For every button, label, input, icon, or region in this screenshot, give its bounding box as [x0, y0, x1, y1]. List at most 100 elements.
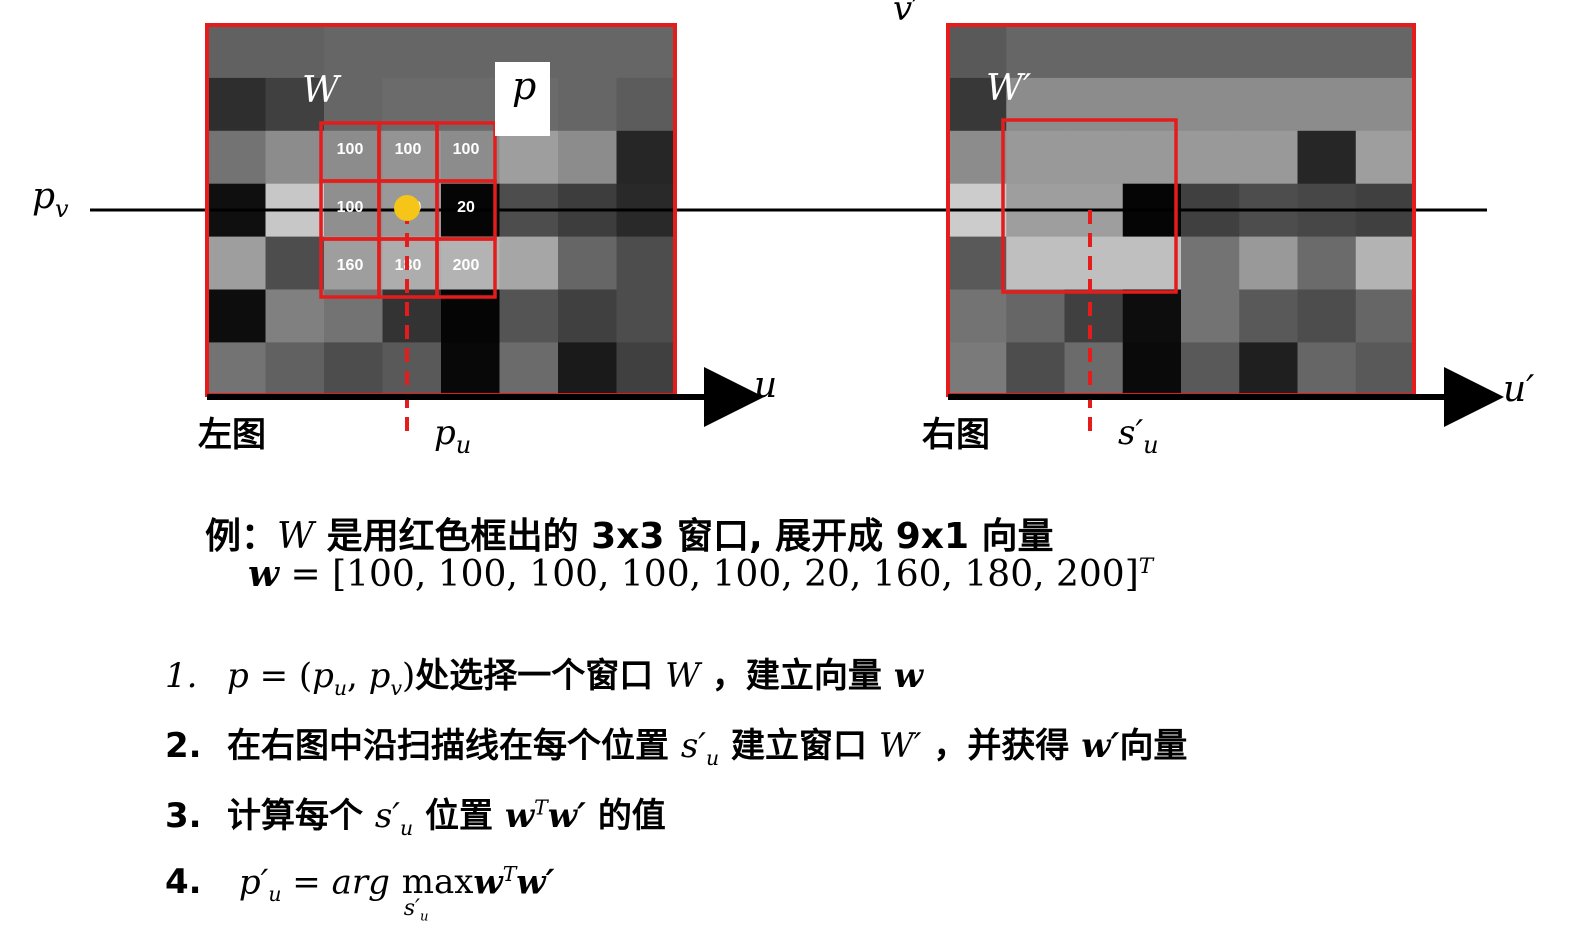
step-4-max-operator: max s′u [401, 862, 474, 924]
example-prefix: 例： [205, 516, 278, 557]
window-cell-value: 100 [337, 199, 364, 216]
pixel-cell [441, 25, 500, 79]
pixel-cell [265, 130, 325, 185]
step-2-s: s′ [680, 726, 707, 766]
vector-transpose: T [1138, 554, 1154, 579]
pixel-cell [1064, 342, 1124, 396]
pixel-cell [948, 25, 1007, 79]
window-cell-value: 100 [453, 141, 480, 158]
right-image-pixels [948, 25, 1415, 396]
pixel-cell [1006, 342, 1065, 396]
pixel-cell [1181, 236, 1240, 290]
pixel-cell [948, 236, 1007, 290]
step-3-w-prime: w′ [547, 796, 586, 836]
example-vector: w = [100, 100, 100, 100, 100, 20, 160, 1… [248, 553, 1153, 595]
step-3-s-sub: u [400, 815, 414, 840]
window-cell [435, 237, 497, 299]
pixel-cell [499, 289, 559, 343]
pixel-cell [1239, 289, 1298, 343]
step-4: 4. p′u = arg max s′u wTw′ [165, 862, 555, 925]
step-2-text3: ，并获得 [933, 726, 1070, 766]
step-1: 1. p = (pu, pv)处选择一个窗口 W ，建立向量 w [165, 648, 923, 700]
pu-label: pu [434, 413, 471, 459]
point-p-marker [394, 195, 420, 221]
pixel-cell [1122, 236, 1182, 290]
window-cell-value: 100 [337, 141, 364, 158]
pixel-cell [441, 130, 500, 185]
pixel-cell [1064, 236, 1124, 290]
su-label: s′u [1118, 413, 1159, 459]
pixel-cell [207, 25, 266, 79]
pixel-cell [616, 77, 676, 132]
window-cell-value: 100 [395, 141, 422, 158]
pixel-cell [324, 342, 383, 396]
step-4-number: 4. [165, 862, 202, 903]
step-4-max: max [401, 862, 474, 903]
pixel-cell [1122, 25, 1182, 79]
step-4-eq: = [281, 862, 332, 903]
step-1-comma: , [347, 656, 369, 696]
pixel-cell [616, 342, 676, 396]
left-caption: 左图 [198, 415, 266, 455]
pixel-cell [1297, 342, 1357, 396]
right-window-label: W′ [986, 68, 1031, 109]
pixel-cell [1297, 25, 1357, 79]
example-text: 是用红色框出的 3x3 窗口, 展开成 9x1 向量 [326, 516, 1054, 557]
pixel-cell [1355, 130, 1415, 185]
pixel-cell [558, 236, 617, 290]
pixel-cell [1006, 77, 1065, 132]
pixel-cell [1064, 25, 1124, 79]
step-4-under: s′ [403, 896, 421, 922]
pixel-cell [499, 342, 559, 396]
step-4-max-subscript: s′u [404, 896, 429, 924]
pixel-cell [1297, 236, 1357, 290]
pixel-cell [382, 342, 442, 396]
pixel-cell [1239, 130, 1298, 185]
pv-label: pv [32, 176, 69, 223]
step-2-W: W′ [878, 726, 922, 766]
step-4-p: p′ [238, 862, 269, 903]
pixel-cell [265, 77, 325, 132]
pixel-cell [1297, 130, 1357, 185]
step-3-s: s′ [374, 796, 401, 836]
step-2-text4: 向量 [1119, 726, 1188, 766]
step-2-s-sub: u [706, 745, 720, 770]
pixel-cell [1122, 289, 1182, 343]
step-2-w: w′ [1081, 726, 1120, 766]
step-3-w: w [504, 796, 535, 836]
pixel-cell [324, 25, 383, 79]
pixel-cell [1239, 77, 1298, 132]
pixel-cell [1006, 25, 1065, 79]
pixel-cell [441, 236, 500, 290]
pixel-cell [499, 130, 559, 185]
step-4-under-sub: u [420, 909, 429, 925]
pixel-cell [1355, 236, 1415, 290]
pixel-cell [1122, 342, 1182, 396]
step-3-text3: 的值 [597, 796, 666, 836]
step-3-number: 3. [165, 796, 202, 836]
pixel-cell [558, 342, 617, 396]
step-4-p-sub: u [268, 882, 282, 907]
step-1-W: W [665, 656, 701, 696]
vector-values: [100, 100, 100, 100, 100, 20, 160, 180, … [332, 554, 1139, 595]
pixel-cell [1181, 289, 1240, 343]
pixel-cell [1181, 25, 1240, 79]
pixel-cell [616, 289, 676, 343]
example-W: W [277, 516, 315, 557]
pixel-cell [1297, 289, 1357, 343]
window-cell-value: 200 [453, 257, 480, 274]
pixel-cell [948, 289, 1007, 343]
pixel-cell [1064, 289, 1124, 343]
pixel-cell [948, 130, 1007, 185]
step-1-text2: ，建立向量 [711, 656, 882, 696]
pixel-cell [1355, 342, 1415, 396]
step-2: 2. 在右图中沿扫描线在每个位置 s′u 建立窗口 W′ ，并获得 w′向量 [165, 718, 1187, 770]
pixel-cell [265, 342, 325, 396]
pixel-cell [499, 236, 559, 290]
pixel-cell [1297, 77, 1357, 132]
pixel-cell [1355, 25, 1415, 79]
u-prime-axis-label: u′ [1503, 369, 1534, 410]
pixel-cell [207, 236, 266, 290]
pixel-cell [1355, 77, 1415, 132]
step-1-close: ) [401, 656, 416, 696]
